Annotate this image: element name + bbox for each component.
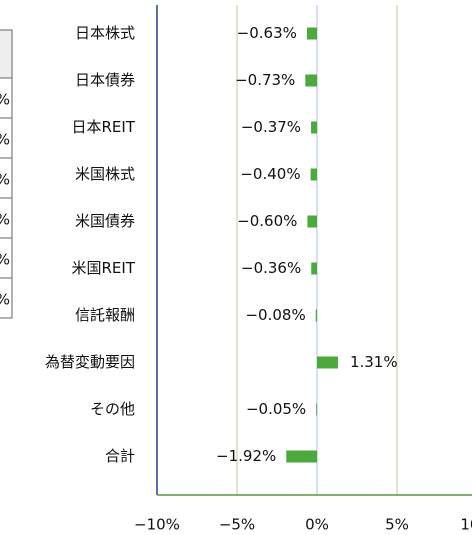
y-tick-label: 米国REIT: [72, 259, 136, 277]
value-label: 1.31%: [350, 353, 398, 371]
x-tick-label: −5%: [219, 516, 255, 534]
y-tick-label: 日本REIT: [72, 118, 136, 136]
value-label: −0.37%: [241, 118, 301, 136]
table-header: [0, 29, 13, 79]
x-tick-label: 5%: [385, 516, 409, 534]
table-cell-text: %: [0, 251, 10, 269]
x-tick-label: 10%: [460, 516, 472, 534]
y-tick-label: 米国株式: [75, 165, 135, 183]
y-tick-label: 為替変動要因: [45, 353, 135, 371]
y-tick-label: 信託報酬: [75, 306, 135, 324]
x-tick-label: −10%: [134, 516, 180, 534]
table-cell-text: %: [0, 211, 10, 229]
value-label: −1.92%: [216, 447, 276, 465]
bar: [307, 215, 317, 228]
bar: [316, 403, 317, 416]
x-tick-label: 0%: [305, 516, 329, 534]
bar: [311, 262, 317, 275]
value-label: −0.63%: [237, 24, 297, 42]
bar: [310, 168, 317, 181]
table-cell-text: %: [0, 171, 10, 189]
bar: [305, 74, 317, 87]
value-label: −0.05%: [246, 400, 306, 418]
bar: [306, 27, 317, 40]
value-label: −0.40%: [240, 165, 300, 183]
bar: [317, 356, 338, 369]
value-label: −0.08%: [245, 306, 305, 324]
table-cell-text: %: [0, 131, 10, 149]
y-tick-label: その他: [90, 400, 135, 418]
bar: [315, 309, 317, 322]
y-tick-label: 日本株式: [75, 24, 135, 42]
y-tick-label: 米国債券: [75, 212, 135, 230]
table-cell: [0, 277, 13, 319]
value-label: −0.60%: [237, 212, 297, 230]
table-cell-text: %: [0, 291, 10, 309]
value-label: −0.73%: [235, 71, 295, 89]
table-cell-text: %: [0, 91, 10, 109]
bar: [286, 450, 317, 463]
value-label: −0.36%: [241, 259, 301, 277]
y-tick-label: 合計: [105, 447, 135, 465]
y-tick-label: 日本債券: [75, 71, 135, 89]
bar: [311, 121, 317, 134]
